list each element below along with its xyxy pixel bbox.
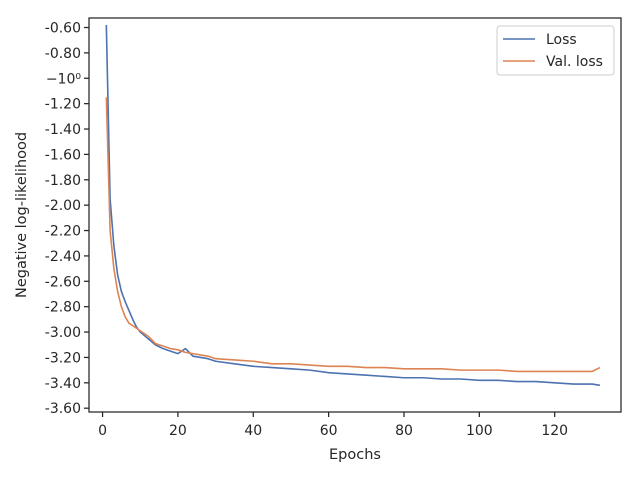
legend-label-val-loss: Val. loss	[546, 54, 603, 70]
x-tick-label: 60	[320, 423, 338, 439]
y-axis-label: Negative log-likelihood	[14, 132, 30, 298]
x-axis: 0 20 40 60 80 100 120	[98, 412, 568, 439]
x-axis-label: Epochs	[329, 447, 381, 463]
x-tick-label: 40	[244, 423, 262, 439]
plot-area	[105, 24, 601, 387]
y-tick-label: -1.80	[45, 173, 81, 189]
y-tick-label: -1.20	[45, 97, 81, 113]
y-tick-label: -3.00	[45, 325, 81, 341]
y-tick-label: -0.60	[45, 21, 81, 37]
y-tick-label: -2.40	[45, 249, 81, 265]
y-tick-label: −10⁰	[46, 71, 82, 87]
axes-frame	[88, 17, 622, 413]
x-tick-label: 80	[395, 423, 413, 439]
series-line-loss	[105, 24, 601, 387]
y-tick-label: -1.60	[45, 147, 81, 163]
y-tick-label: -2.80	[45, 300, 81, 316]
y-tick-label: -3.60	[45, 401, 81, 417]
y-tick-label: -2.00	[45, 198, 81, 214]
y-tick-label: -2.60	[45, 274, 81, 290]
series-line-val-loss	[105, 97, 601, 373]
legend-label-loss: Loss	[546, 32, 577, 48]
y-tick-label: -3.40	[45, 376, 81, 392]
x-tick-label: 0	[98, 423, 107, 439]
x-tick-label: 20	[169, 423, 187, 439]
legend: Loss Val. loss	[496, 25, 615, 76]
x-tick-label: 120	[541, 423, 568, 439]
x-tick-label: 100	[466, 423, 493, 439]
y-tick-label: -0.80	[45, 46, 81, 62]
y-tick-label: -1.40	[45, 122, 81, 138]
y-axis: -0.60 -0.80 −10⁰ -1.20 -1.40 -1.60 -1.80 -2.00 -…	[45, 21, 89, 417]
y-tick-label: -3.20	[45, 350, 81, 366]
y-tick-label: -2.20	[45, 224, 81, 240]
